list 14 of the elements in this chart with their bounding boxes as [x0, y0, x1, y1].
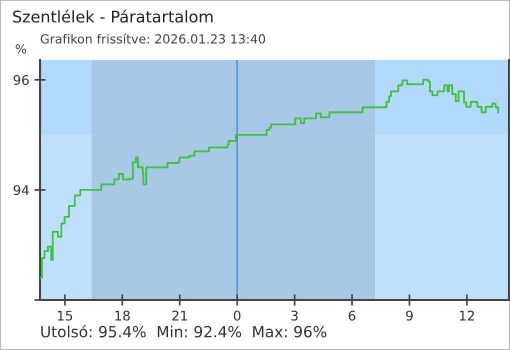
y-tick-label: 96 — [14, 75, 29, 86]
x-tick-label: 9 — [406, 310, 413, 321]
x-tick-label: 0 — [234, 310, 240, 321]
x-tick-label: 12 — [460, 310, 474, 320]
x-tick-label: 6 — [348, 310, 356, 321]
x-tick-label: 15 — [58, 310, 72, 321]
chart-subtitle: Grafikon frissítve: 2026.01.23 13:40 — [40, 33, 266, 44]
x-tick-label: 21 — [172, 310, 187, 320]
y-tick-label: 94 — [14, 185, 29, 196]
text: Utolsó: 95.4% Min: 92.4% Max: 96% — [41, 324, 326, 338]
chart-title: Szentlélek - Páratartalom — [13, 10, 213, 23]
x-tick-label: 3 — [291, 310, 298, 321]
y-axis-title: % — [16, 44, 26, 54]
x-tick-label: 18 — [115, 310, 130, 321]
